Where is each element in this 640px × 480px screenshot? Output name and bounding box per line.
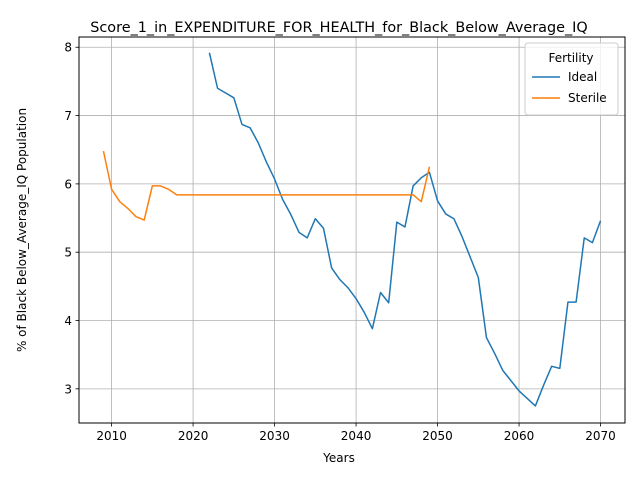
x-tick-label: 2060 (504, 429, 535, 443)
x-tick-label: 2050 (422, 429, 453, 443)
legend-box (524, 42, 619, 116)
x-tick-label: 2020 (178, 429, 209, 443)
series-lines (102, 52, 602, 407)
y-axis-ticks: 3 4 5 6 7 8 (64, 41, 79, 396)
y-tick-label: 4 (64, 314, 72, 328)
plot-frame (78, 36, 626, 424)
y-tick-label: 6 (64, 177, 72, 191)
legend-label-ideal: Ideal (568, 70, 597, 84)
y-tick-label: 3 (64, 382, 72, 396)
x-tick-label: 2010 (96, 429, 127, 443)
x-axis-label: Years (322, 451, 355, 465)
x-axis-ticks: 2010 2020 2030 2040 2050 2060 2070 (96, 423, 616, 443)
y-axis-label: % of Black Below_Average_IQ Population (15, 108, 29, 352)
x-tick-label: 2030 (259, 429, 290, 443)
legend-title: Fertility (548, 51, 593, 65)
legend-label-sterile: Sterile (568, 91, 607, 105)
y-tick-label: 8 (64, 41, 72, 55)
chart-title: Score_1_in_EXPENDITURE_FOR_HEALTH_for_Bl… (90, 20, 587, 36)
y-tick-label: 7 (64, 109, 72, 123)
x-tick-label: 2070 (585, 429, 616, 443)
x-tick-label: 2040 (341, 429, 372, 443)
series-line-sterile (102, 150, 431, 221)
legend: Fertility Ideal Sterile (524, 42, 619, 116)
y-tick-label: 5 (64, 246, 72, 260)
series-line-ideal (208, 52, 602, 407)
